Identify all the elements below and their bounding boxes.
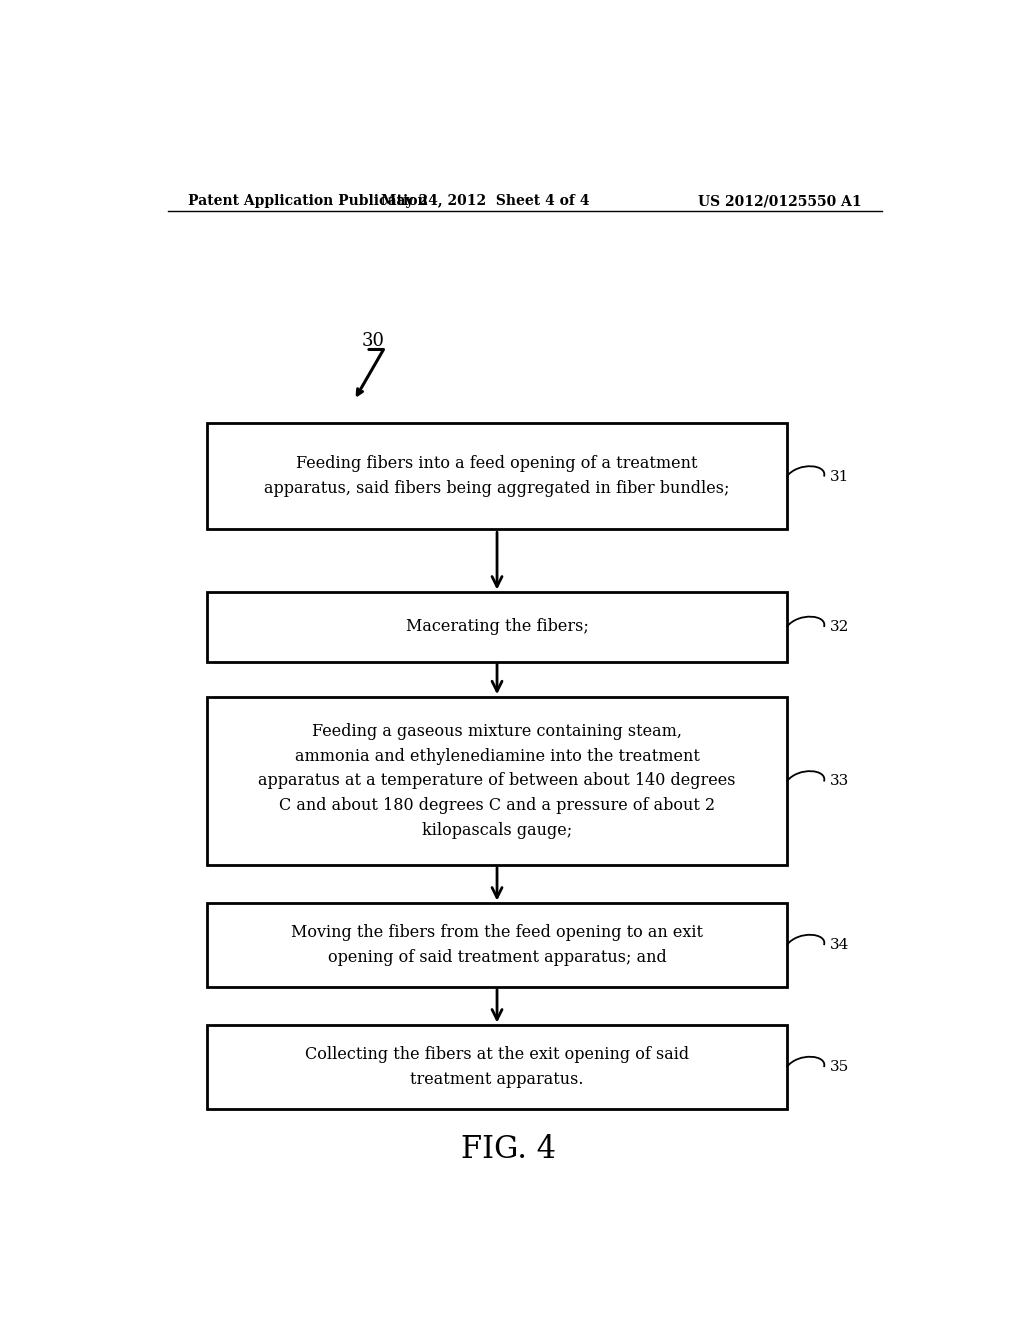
Text: 33: 33 bbox=[830, 775, 850, 788]
Text: 30: 30 bbox=[362, 333, 385, 350]
Text: US 2012/0125550 A1: US 2012/0125550 A1 bbox=[698, 194, 862, 209]
Text: Moving the fibers from the feed opening to an exit
opening of said treatment app: Moving the fibers from the feed opening … bbox=[291, 924, 703, 966]
Text: Collecting the fibers at the exit opening of said
treatment apparatus.: Collecting the fibers at the exit openin… bbox=[305, 1047, 689, 1088]
Bar bbox=[207, 422, 786, 529]
Text: May 24, 2012  Sheet 4 of 4: May 24, 2012 Sheet 4 of 4 bbox=[381, 194, 590, 209]
Text: Feeding a gaseous mixture containing steam,
ammonia and ethylenediamine into the: Feeding a gaseous mixture containing ste… bbox=[258, 723, 736, 840]
Text: Macerating the fibers;: Macerating the fibers; bbox=[406, 619, 589, 635]
Text: Feeding fibers into a feed opening of a treatment
apparatus, said fibers being a: Feeding fibers into a feed opening of a … bbox=[264, 455, 730, 496]
Bar bbox=[207, 593, 786, 661]
Bar bbox=[207, 903, 786, 987]
Bar bbox=[207, 1026, 786, 1109]
Text: Patent Application Publication: Patent Application Publication bbox=[187, 194, 427, 209]
Text: 32: 32 bbox=[830, 620, 850, 634]
Text: FIG. 4: FIG. 4 bbox=[462, 1134, 556, 1164]
Text: 31: 31 bbox=[830, 470, 850, 483]
Text: 35: 35 bbox=[830, 1060, 850, 1074]
Bar bbox=[207, 697, 786, 865]
Text: 34: 34 bbox=[830, 939, 850, 952]
